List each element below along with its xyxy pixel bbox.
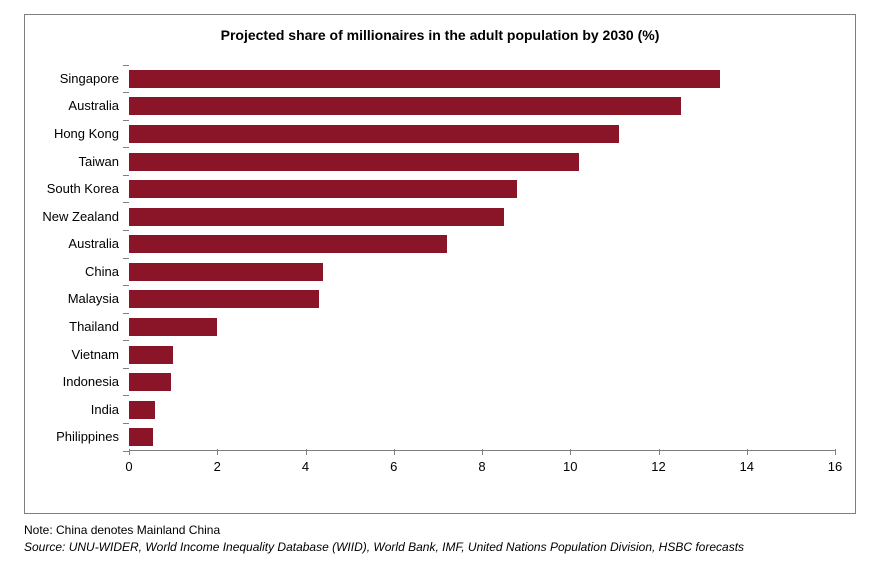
x-tickmark [659,449,660,455]
bar [129,263,323,281]
bar-label: New Zealand [42,208,119,226]
x-tickmark [747,449,748,455]
bar [129,97,681,115]
bar [129,346,173,364]
x-tick-label: 6 [390,459,397,474]
bar [129,428,153,446]
x-tick-label: 2 [214,459,221,474]
bar [129,70,720,88]
bar-label: Hong Kong [54,125,119,143]
bar-label: Indonesia [63,373,119,391]
y-tickmark [123,65,129,66]
bar-label: Taiwan [79,153,119,171]
bar [129,401,155,419]
x-tickmark [482,449,483,455]
chart-plot-area: Singapore Australia Hong Kong Taiwan South K… [129,59,835,469]
x-tickmark [306,449,307,455]
bar-row: Hong Kong [129,125,835,143]
x-tick-label: 16 [828,459,842,474]
bar [129,290,319,308]
bar-label: Philippines [56,428,119,446]
bar-label: South Korea [47,180,119,198]
bar [129,318,217,336]
bar-row: New Zealand [129,208,835,226]
y-tickmark [123,285,129,286]
y-tickmark [123,147,129,148]
bar-row: Philippines [129,428,835,446]
bar [129,373,171,391]
x-tickmark [570,449,571,455]
x-tick-label: 4 [302,459,309,474]
y-tickmark [123,175,129,176]
x-tick-label: 8 [478,459,485,474]
chart-title: Projected share of millionaires in the a… [25,15,855,43]
bar-label: Thailand [69,318,119,336]
y-tickmark [123,340,129,341]
bar-row: Indonesia [129,373,835,391]
x-tickmark [394,449,395,455]
bar-label: Australia [68,235,119,253]
bar-row: South Korea [129,180,835,198]
bar [129,235,447,253]
y-tickmark [123,368,129,369]
bar [129,125,619,143]
bar [129,153,579,171]
bar-row: India [129,401,835,419]
bar-label: Singapore [60,70,119,88]
bar-row: China [129,263,835,281]
chart-source: Source: UNU-WIDER, World Income Inequali… [24,539,856,556]
x-tick-label: 12 [651,459,665,474]
bar-label: Australia [68,97,119,115]
bar-row: Thailand [129,318,835,336]
chart-frame: Projected share of millionaires in the a… [24,14,856,514]
x-tickmark [217,449,218,455]
bar [129,180,517,198]
chart-footnotes: Note: China denotes Mainland China Sourc… [24,522,856,556]
bar-row: Singapore [129,70,835,88]
bar-label: India [91,401,119,419]
y-tickmark [123,313,129,314]
chart-note: Note: China denotes Mainland China [24,522,856,539]
y-tickmark [123,202,129,203]
y-tickmark [123,395,129,396]
bar-row: Australia [129,97,835,115]
bar-row: Vietnam [129,346,835,364]
bar-label: China [85,263,119,281]
x-tickmark [835,449,836,455]
y-tickmark [123,120,129,121]
y-tickmark [123,258,129,259]
bar-row: Australia [129,235,835,253]
x-tick-label: 10 [563,459,577,474]
y-tickmark [123,230,129,231]
page: Projected share of millionaires in the a… [0,0,880,569]
y-tickmark [123,92,129,93]
x-axis: 0246810121416 [129,455,835,473]
x-tickmark [129,449,130,455]
x-tick-label: 0 [125,459,132,474]
bar [129,208,504,226]
chart-bars: Singapore Australia Hong Kong Taiwan South K… [129,59,835,445]
x-tick-label: 14 [740,459,754,474]
bar-row: Taiwan [129,153,835,171]
bar-label: Vietnam [72,346,119,364]
bar-label: Malaysia [68,290,119,308]
y-tickmark [123,423,129,424]
bar-row: Malaysia [129,290,835,308]
